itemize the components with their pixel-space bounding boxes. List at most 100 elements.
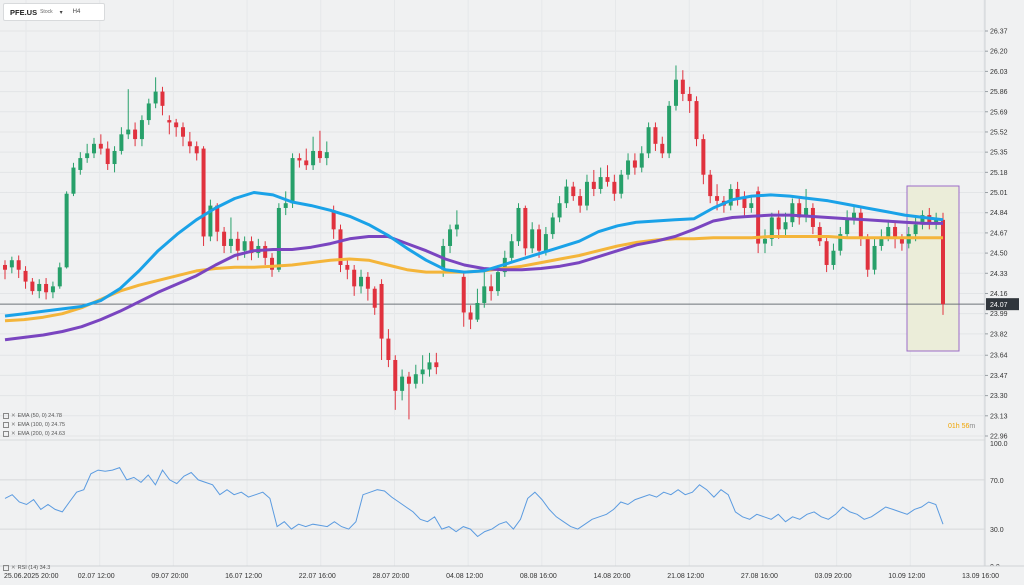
candle (632, 153, 637, 175)
candle (564, 179, 569, 208)
rsi-tick-label: 30.0 (990, 527, 1004, 534)
price-tick-label: 25.18 (990, 170, 1008, 177)
indicator-label: EMA (50, 0) 24.78 (17, 412, 62, 419)
close-icon[interactable]: ✕ (11, 564, 16, 571)
close-icon[interactable]: ✕ (11, 412, 16, 419)
indicator-ema100-legend[interactable]: ✕ EMA (100, 0) 24.75 (3, 420, 65, 429)
candle (523, 205, 528, 256)
candle (304, 148, 309, 170)
candle (550, 212, 555, 239)
candle (153, 77, 158, 109)
settings-icon[interactable] (3, 430, 9, 437)
symbol-selector[interactable]: PFE.US Stock ▾ H4 (3, 3, 105, 21)
candle (133, 122, 138, 147)
candle (701, 134, 706, 185)
candle (379, 279, 384, 360)
time-tick-label: 27.08 16:00 (741, 573, 778, 580)
candle (893, 222, 898, 249)
settings-icon[interactable] (3, 564, 9, 571)
close-icon[interactable]: ✕ (11, 421, 16, 428)
candle (30, 278, 35, 295)
candle (865, 234, 870, 277)
candle (215, 203, 220, 242)
time-tick-label: 21.08 12:00 (667, 573, 704, 580)
candle (365, 272, 370, 301)
candle (324, 141, 329, 166)
candle (105, 141, 110, 170)
price-tick-label: 25.52 (990, 129, 1008, 136)
candle (187, 131, 192, 154)
candle (619, 169, 624, 199)
price-tick-label: 25.01 (990, 190, 1008, 197)
price-tick-label: 24.50 (990, 251, 1008, 258)
candle (23, 266, 28, 289)
time-tick-label: 13.09 16:00 (962, 573, 999, 580)
settings-icon[interactable] (3, 412, 9, 419)
candle (345, 260, 350, 280)
candle (605, 165, 610, 187)
price-tick-label: 26.20 (990, 49, 1008, 56)
candle (400, 369, 405, 401)
candle (516, 203, 521, 246)
candle (406, 371, 411, 420)
time-tick-label: 02.07 12:00 (78, 573, 115, 580)
candle (762, 229, 767, 254)
candle (824, 236, 829, 273)
candle (64, 191, 69, 269)
candle (112, 146, 117, 173)
price-tick-label: 26.37 (990, 29, 1008, 36)
candle (557, 196, 562, 223)
price-tick-label: 23.64 (990, 353, 1008, 360)
indicator-ema50-legend[interactable]: ✕ EMA (50, 0) 24.78 (3, 411, 62, 420)
indicator-label: RSI (14) 34.3 (17, 564, 51, 571)
candle (181, 122, 186, 147)
settings-icon[interactable] (3, 421, 9, 428)
timeframe-selector[interactable]: H4 (72, 9, 81, 15)
time-tick-label: 16.07 12:00 (225, 573, 262, 580)
price-tick-label: 24.16 (990, 291, 1008, 298)
candle (756, 186, 761, 254)
price-tick-label: 25.86 (990, 89, 1008, 96)
price-axis[interactable]: 26.37 26.20 26.03 25.86 25.69 25.52 25.35 25.18… (984, 0, 1024, 585)
candle (872, 238, 877, 275)
time-tick-label: 28.07 20:00 (372, 573, 409, 580)
time-tick-label: 14.08 20:00 (594, 573, 631, 580)
candle (920, 210, 925, 230)
price-tick-label: 22.96 (990, 434, 1008, 441)
indicator-ema200-legend[interactable]: ✕ EMA (200, 0) 24.63 (3, 429, 65, 438)
indicator-label: EMA (100, 0) 24.75 (17, 421, 65, 428)
candle (598, 167, 603, 194)
close-icon[interactable]: ✕ (11, 430, 16, 437)
candle (160, 86, 165, 116)
time-axis[interactable]: 25.06.2025 20:00 02.07 12:00 09.07 20:00 16… (0, 565, 1024, 585)
candle (119, 127, 124, 155)
candle-countdown: 01h 56m (948, 423, 975, 430)
candle (708, 169, 713, 204)
candle (283, 191, 288, 216)
current-price-label: 24.07 (990, 302, 1008, 309)
candle (393, 355, 398, 410)
candle (783, 212, 788, 237)
price-tick-label: 23.30 (990, 393, 1008, 400)
candle (584, 174, 589, 211)
candle (44, 278, 49, 300)
candle (359, 269, 364, 294)
highlight-rectangle[interactable] (906, 185, 960, 352)
candle (728, 184, 733, 211)
candle (263, 241, 268, 265)
ema-50-line (4, 191, 944, 318)
candle (797, 198, 802, 225)
rsi-tick-label: 70.0 (990, 478, 1004, 485)
candle (290, 153, 295, 208)
candle (201, 146, 206, 246)
candle (311, 136, 316, 170)
candle (297, 153, 302, 168)
indicator-rsi-legend[interactable]: ✕ RSI (14) 34.3 (3, 563, 50, 572)
candle (249, 236, 254, 261)
candle (735, 181, 740, 206)
candle (420, 355, 425, 384)
chevron-down-icon[interactable]: ▾ (59, 9, 63, 16)
candle (338, 224, 343, 273)
